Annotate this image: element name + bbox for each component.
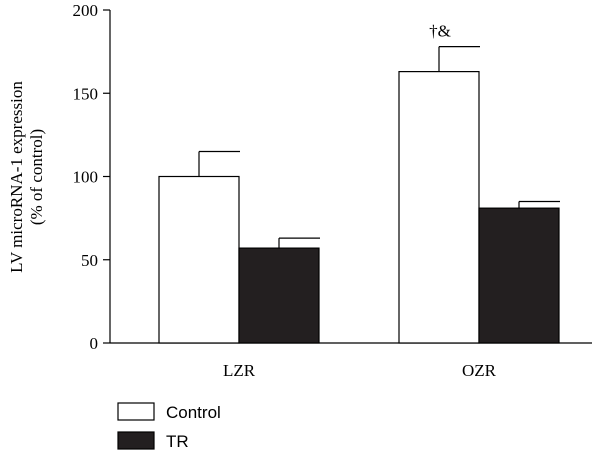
legend: Control TR xyxy=(117,402,221,451)
y-axis-label-line-2: (% of control) xyxy=(27,129,46,225)
y-tick-label: 0 xyxy=(90,334,99,353)
bars xyxy=(158,46,560,344)
legend-swatch-control xyxy=(117,402,155,421)
y-tick-label: 200 xyxy=(73,1,99,20)
y-axis-label: LV microRNA-1 expression (% of control) xyxy=(7,81,46,273)
y-axis-label-line-1: LV microRNA-1 expression xyxy=(7,81,26,273)
annotations: †& xyxy=(429,22,451,41)
legend-label: TR xyxy=(166,432,189,451)
y-tick-label: 100 xyxy=(73,168,99,187)
bar-tr-ozr xyxy=(478,207,560,344)
legend-label: Control xyxy=(166,403,221,422)
bar-control-ozr xyxy=(398,71,480,344)
significance-annotation: †& xyxy=(429,22,451,41)
x-tick-labels: LZR OZR xyxy=(223,361,497,380)
y-tick-label: 50 xyxy=(81,251,98,270)
bar-tr-lzr xyxy=(238,247,320,344)
bar-control-lzr xyxy=(158,175,240,344)
x-tick-label: LZR xyxy=(223,361,256,380)
y-ticks: 0 50 100 150 200 xyxy=(73,1,110,353)
y-tick-label: 150 xyxy=(73,84,99,103)
legend-swatch-tr xyxy=(117,431,155,450)
x-tick-label: OZR xyxy=(462,361,497,380)
